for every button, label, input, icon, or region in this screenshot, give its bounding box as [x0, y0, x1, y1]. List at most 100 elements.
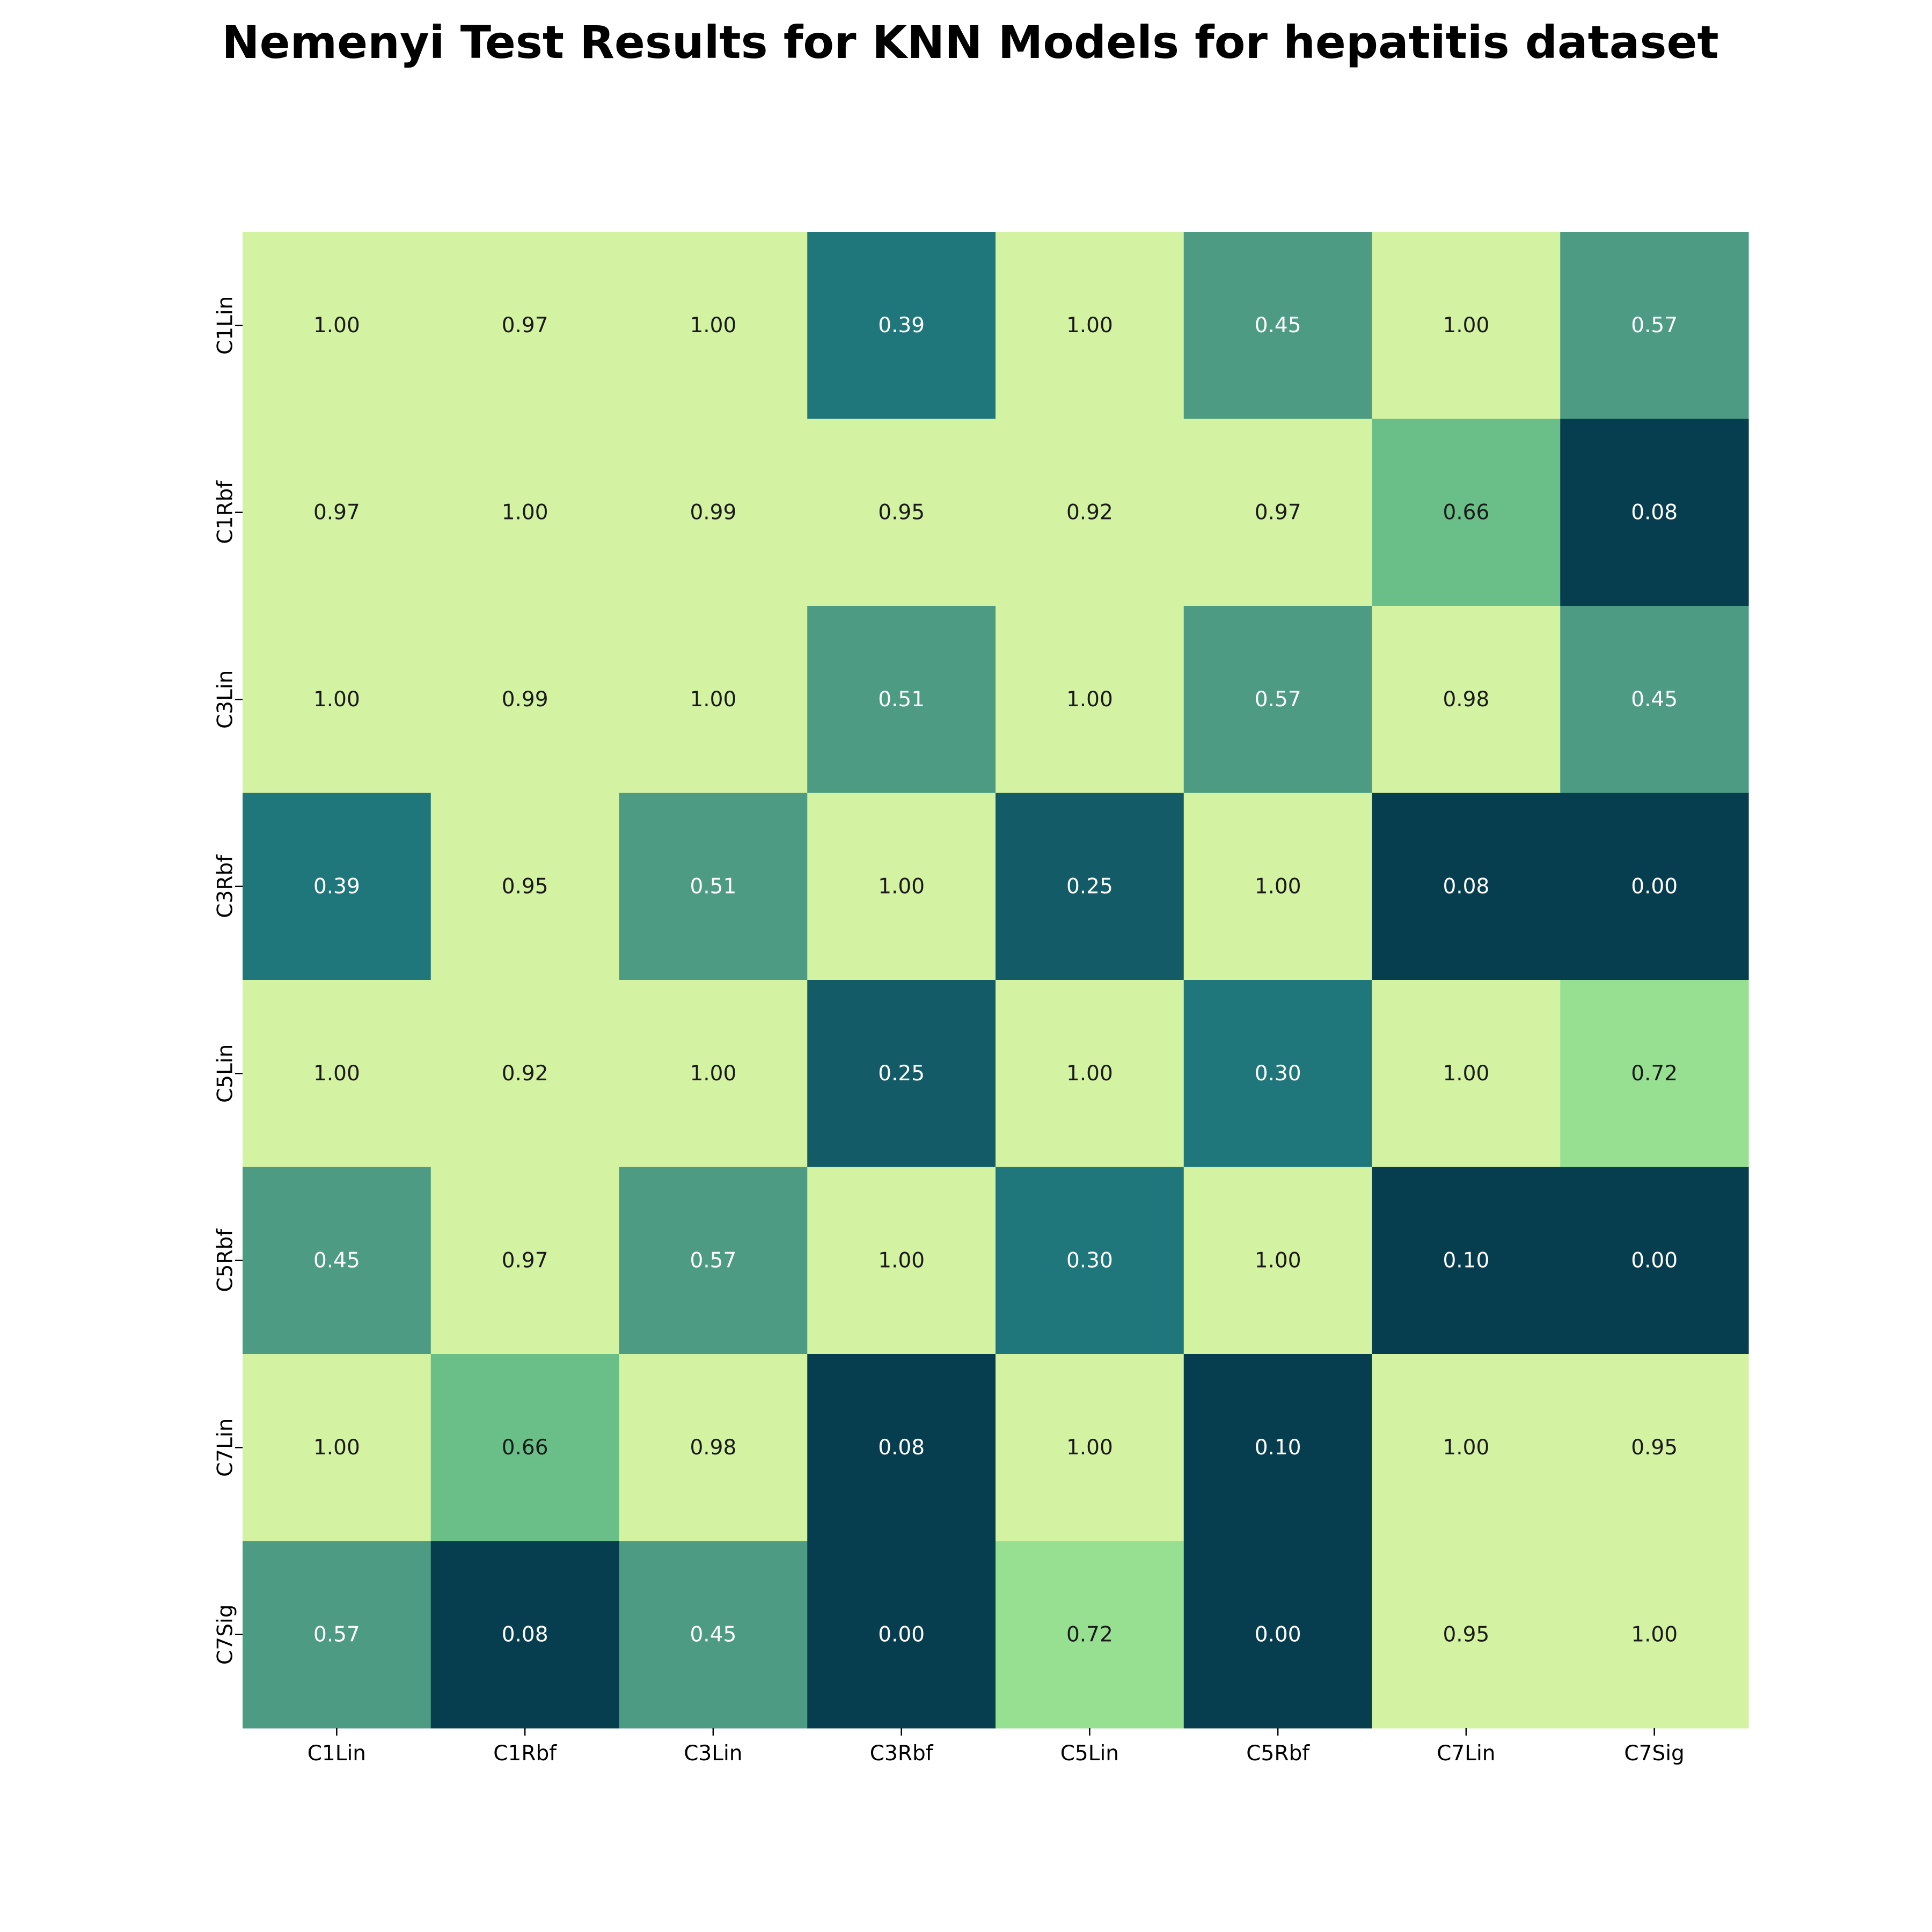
- heatmap-cell-C7Sig-C5Rbf: [1183, 1541, 1373, 1729]
- heatmap-cell-C5Lin-C3Lin: [619, 980, 808, 1168]
- x-tick-label: C1Lin: [308, 1741, 366, 1766]
- heatmap-cell-C5Rbf-C3Rbf: [807, 1167, 996, 1355]
- cell-value-label: 0.25: [878, 1062, 925, 1086]
- heatmap-cell-C5Lin-C7Sig: [1560, 980, 1749, 1168]
- cell-value-label: 0.97: [502, 313, 548, 338]
- heatmap-cells: [243, 232, 1749, 1729]
- heatmap-cell-C7Lin-C5Lin: [996, 1354, 1184, 1542]
- heatmap-cell-C3Lin-C1Lin: [243, 606, 431, 794]
- cell-value-label: 1.00: [313, 1436, 360, 1460]
- cell-value-label: 1.00: [690, 687, 736, 712]
- heatmap-cell-C5Lin-C5Rbf: [1183, 980, 1373, 1168]
- heatmap-cell-C3Lin-C1Rbf: [430, 606, 620, 794]
- cell-value-label: 0.72: [1631, 1062, 1678, 1086]
- cell-value-label: 0.95: [1631, 1436, 1678, 1460]
- cell-value-label: 0.72: [1066, 1622, 1113, 1646]
- heatmap-cell-C7Lin-C1Lin: [243, 1354, 431, 1542]
- cell-value-label: 0.51: [878, 687, 925, 712]
- cell-value-label: 1.00: [1443, 313, 1489, 338]
- heatmap-cell-C3Rbf-C7Lin: [1372, 793, 1561, 980]
- cell-value-label: 1.00: [1255, 1248, 1301, 1272]
- heatmap-cell-C3Rbf-C3Lin: [619, 793, 808, 980]
- x-tick-label: C5Rbf: [1246, 1741, 1310, 1766]
- heatmap-cell-C3Rbf-C1Lin: [243, 793, 431, 980]
- heatmap-cell-C5Rbf-C5Lin: [996, 1167, 1184, 1355]
- heatmap-cell-labels: 1.00 0.97 1.00 0.39 1.00 0.45 1.00 0.57 0.97 1.00…: [313, 313, 1678, 1647]
- chart-title: Nemenyi Test Results for KNN Models for …: [222, 16, 1718, 69]
- cell-value-label: 0.10: [1255, 1436, 1301, 1460]
- heatmap-cell-C1Rbf-C1Lin: [243, 419, 431, 606]
- cell-value-label: 1.00: [878, 1248, 925, 1272]
- heatmap-cell-C1Lin-C1Rbf: [430, 232, 620, 420]
- cell-value-label: 0.45: [313, 1248, 360, 1272]
- x-tick-label: C7Sig: [1624, 1741, 1684, 1766]
- x-tick-label: C3Rbf: [870, 1741, 934, 1766]
- cell-value-label: 0.08: [878, 1436, 925, 1460]
- cell-value-label: 0.30: [1255, 1062, 1301, 1086]
- heatmap-cell-C5Rbf-C1Lin: [243, 1167, 431, 1355]
- y-tick-label: C7Sig: [214, 1605, 238, 1665]
- heatmap-cell-C7Lin-C5Rbf: [1183, 1354, 1373, 1542]
- heatmap-cell-C5Rbf-C3Lin: [619, 1167, 808, 1355]
- heatmap-cell-C3Rbf-C7Sig: [1560, 793, 1749, 980]
- cell-value-label: 0.57: [690, 1248, 736, 1272]
- cell-value-label: 0.30: [1066, 1248, 1113, 1272]
- cell-value-label: 0.57: [1631, 313, 1678, 338]
- cell-value-label: 0.10: [1443, 1248, 1489, 1272]
- cell-value-label: 0.45: [1631, 687, 1678, 712]
- heatmap-cell-C1Rbf-C7Lin: [1372, 419, 1561, 606]
- heatmap-cell-C7Lin-C3Lin: [619, 1354, 808, 1542]
- heatmap-cell-C7Lin-C3Rbf: [807, 1354, 996, 1542]
- heatmap-cell-C7Lin-C1Rbf: [430, 1354, 620, 1542]
- heatmap-cell-C3Rbf-C1Rbf: [430, 793, 620, 980]
- heatmap-cell-C1Rbf-C7Sig: [1560, 419, 1749, 606]
- heatmap-cell-C5Lin-C5Lin: [996, 980, 1184, 1168]
- cell-value-label: 0.25: [1066, 874, 1113, 898]
- cell-value-label: 1.00: [313, 1062, 360, 1086]
- heatmap-cell-C7Lin-C7Sig: [1560, 1354, 1749, 1542]
- x-tick-label: C1Rbf: [493, 1741, 557, 1766]
- heatmap-cell-C1Lin-C1Lin: [243, 232, 431, 420]
- cell-value-label: 1.00: [1066, 313, 1113, 338]
- heatmap-cell-C5Rbf-C7Sig: [1560, 1167, 1749, 1355]
- cell-value-label: 0.39: [313, 874, 360, 898]
- heatmap-cell-C1Rbf-C3Lin: [619, 419, 808, 606]
- heatmap-cell-C5Lin-C1Rbf: [430, 980, 620, 1168]
- heatmap-cell-C7Sig-C7Lin: [1372, 1541, 1561, 1729]
- cell-value-label: 0.99: [502, 687, 548, 712]
- heatmap-cell-C1Rbf-C1Rbf: [430, 419, 620, 606]
- cell-value-label: 0.57: [313, 1622, 360, 1646]
- cell-value-label: 1.00: [502, 500, 548, 524]
- cell-value-label: 0.66: [1443, 500, 1489, 524]
- cell-value-label: 0.45: [690, 1622, 736, 1646]
- x-tick-label: C3Lin: [684, 1741, 742, 1766]
- cell-value-label: 1.00: [1066, 1436, 1113, 1460]
- heatmap-cell-C7Sig-C3Lin: [619, 1541, 808, 1729]
- cell-value-label: 0.00: [1631, 874, 1678, 898]
- heatmap-cell-C3Lin-C3Rbf: [807, 606, 996, 794]
- y-tick-label: C5Lin: [214, 1044, 238, 1103]
- heatmap-cell-C3Lin-C7Sig: [1560, 606, 1749, 794]
- cell-value-label: 0.51: [690, 874, 736, 898]
- cell-value-label: 1.00: [878, 874, 925, 898]
- heatmap-cell-C3Lin-C7Lin: [1372, 606, 1561, 794]
- cell-value-label: 0.00: [878, 1622, 925, 1646]
- cell-value-label: 0.39: [878, 313, 925, 338]
- heatmap-cell-C7Sig-C3Rbf: [807, 1541, 996, 1729]
- heatmap-cell-C3Lin-C3Lin: [619, 606, 808, 794]
- y-axis: C1Lin C1Rbf C3Lin C3Rbf C5Lin C5Rbf C7Lin C7Sig: [214, 296, 243, 1665]
- cell-value-label: 0.97: [502, 1248, 548, 1272]
- x-tick-label: C7Lin: [1437, 1741, 1495, 1766]
- cell-value-label: 1.00: [1443, 1436, 1489, 1460]
- cell-value-label: 0.57: [1255, 687, 1301, 712]
- heatmap-cell-C1Lin-C3Rbf: [807, 232, 996, 420]
- heatmap-cell-C1Rbf-C5Rbf: [1183, 419, 1373, 606]
- y-tick-label: C3Rbf: [214, 854, 238, 918]
- heatmap-cell-C3Rbf-C5Rbf: [1183, 793, 1373, 980]
- heatmap-cell-C3Rbf-C5Lin: [996, 793, 1184, 980]
- cell-value-label: 1.00: [1255, 874, 1301, 898]
- cell-value-label: 0.95: [502, 874, 548, 898]
- heatmap-cell-C7Sig-C1Lin: [243, 1541, 431, 1729]
- cell-value-label: 0.95: [878, 500, 925, 524]
- heatmap-cell-C1Lin-C5Lin: [996, 232, 1184, 420]
